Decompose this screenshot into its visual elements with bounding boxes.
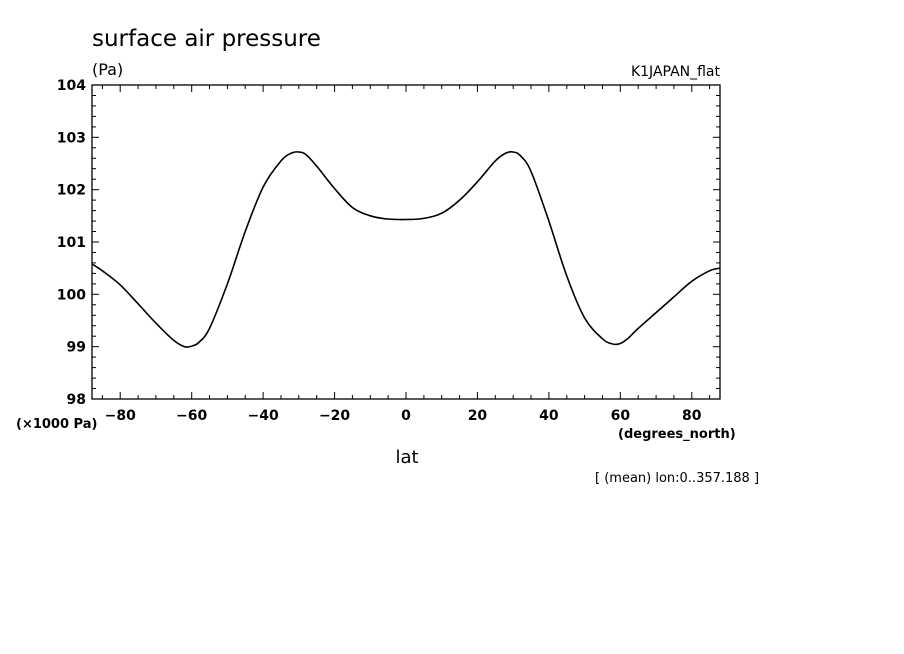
units-label: (Pa) xyxy=(92,60,123,79)
y-tick-label: 98 xyxy=(67,392,86,408)
x-tick-label: −60 xyxy=(176,408,207,424)
chart-title: surface air pressure xyxy=(92,26,321,52)
axis-ticks xyxy=(92,84,720,400)
y-multiplier-label: (×1000 Pa) xyxy=(16,417,97,432)
x-units-label: (degrees_north) xyxy=(618,427,736,442)
x-tick-label: 20 xyxy=(468,408,488,424)
dataset-label: K1JAPAN_flat xyxy=(631,64,721,80)
x-axis-label: lat xyxy=(395,447,418,468)
y-tick-label: 104 xyxy=(57,78,86,94)
x-tick-label: 80 xyxy=(682,408,702,424)
x-tick-label: −80 xyxy=(105,408,136,424)
y-tick-label: 99 xyxy=(67,340,86,356)
y-tick-label: 103 xyxy=(57,130,86,146)
x-tick-label: −20 xyxy=(319,408,350,424)
footnote: [ (mean) lon:0..357.188 ] xyxy=(595,471,759,486)
x-tick-label: 60 xyxy=(611,408,631,424)
y-tick-label: 100 xyxy=(57,287,86,303)
x-tick-label: −40 xyxy=(248,408,279,424)
x-tick-label: 0 xyxy=(401,408,411,424)
x-tick-labels: −80 −60 −40 −20 0 20 40 60 80 xyxy=(105,408,702,424)
y-tick-labels: 98 99 100 101 102 103 104 xyxy=(57,78,86,408)
y-tick-label: 101 xyxy=(57,235,86,251)
x-tick-label: 40 xyxy=(539,408,559,424)
plot-frame xyxy=(91,84,721,400)
series-line xyxy=(91,150,721,348)
y-tick-label: 102 xyxy=(57,183,86,199)
